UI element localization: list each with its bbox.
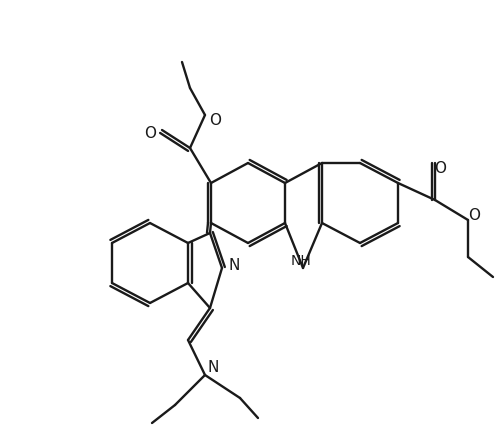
Text: O: O bbox=[209, 113, 221, 128]
Text: O: O bbox=[144, 125, 156, 140]
Text: O: O bbox=[468, 207, 480, 222]
Text: N: N bbox=[208, 360, 218, 374]
Text: NH: NH bbox=[290, 254, 312, 268]
Text: N: N bbox=[228, 257, 239, 272]
Text: O: O bbox=[434, 160, 446, 175]
